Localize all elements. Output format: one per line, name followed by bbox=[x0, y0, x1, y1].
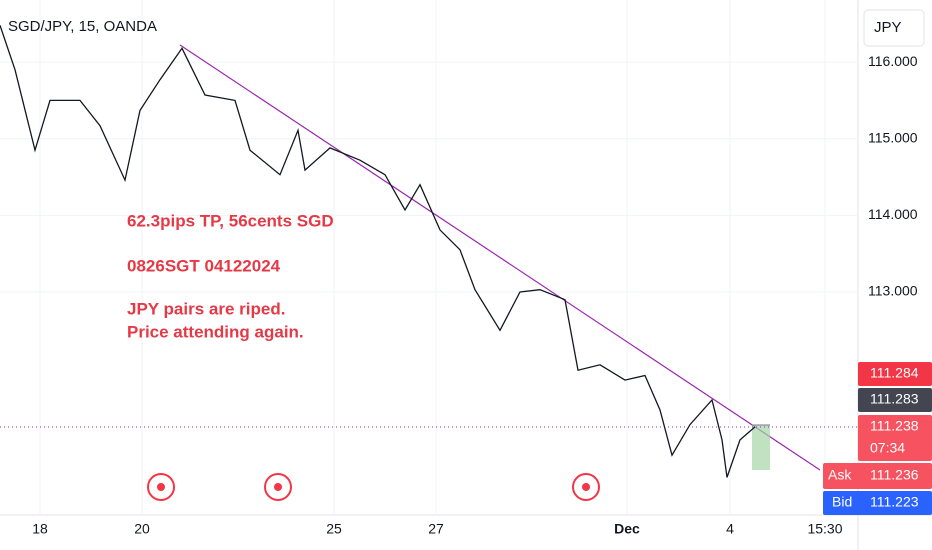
x-tick-label: 27 bbox=[428, 521, 444, 537]
currency-box[interactable] bbox=[863, 9, 925, 47]
price-label-box bbox=[823, 491, 932, 515]
price-label: 111.238 bbox=[870, 418, 919, 434]
price-label: Ask bbox=[828, 467, 852, 483]
price-label-box bbox=[823, 463, 932, 489]
price-label-box bbox=[858, 388, 932, 412]
price-label: 111.284 bbox=[870, 365, 919, 381]
annotation: 62.3pips TP, 56cents SGD bbox=[127, 211, 334, 230]
annotation: Price attending again. bbox=[127, 322, 304, 341]
price-label: 07:34 bbox=[870, 440, 905, 456]
target-box bbox=[752, 425, 770, 470]
price-label: Bid bbox=[832, 494, 852, 510]
price-label: 111.283 bbox=[870, 391, 919, 407]
chart-title: SGD/JPY, 15, OANDA bbox=[8, 18, 157, 35]
x-tick-label: 18 bbox=[32, 521, 48, 537]
annotation: 0826SGT 04122024 bbox=[127, 256, 281, 275]
event-marker-dot bbox=[157, 483, 165, 491]
x-tick-label: 25 bbox=[326, 521, 342, 537]
price-line bbox=[0, 25, 756, 478]
event-marker-dot bbox=[582, 483, 590, 491]
y-tick-label: 113.000 bbox=[868, 283, 918, 299]
x-tick-label: 15:30 bbox=[807, 521, 842, 537]
y-tick-label: 114.000 bbox=[868, 206, 918, 222]
x-tick-label: 20 bbox=[134, 521, 150, 537]
price-label-box bbox=[858, 415, 932, 461]
price-label: 111.236 bbox=[870, 467, 919, 483]
annotation: JPY pairs are riped. bbox=[127, 299, 285, 318]
x-tick-label: 4 bbox=[726, 521, 734, 537]
x-tick-label: Dec bbox=[614, 521, 640, 537]
y-tick-label: 115.000 bbox=[868, 129, 918, 145]
y-tick-label: 116.000 bbox=[868, 53, 918, 69]
price-label-box bbox=[858, 362, 932, 386]
event-marker-dot bbox=[274, 483, 282, 491]
price-label: 111.223 bbox=[870, 494, 919, 510]
event-markers bbox=[147, 473, 600, 501]
trend-line bbox=[179, 44, 821, 471]
currency[interactable]: JPY bbox=[874, 19, 902, 36]
